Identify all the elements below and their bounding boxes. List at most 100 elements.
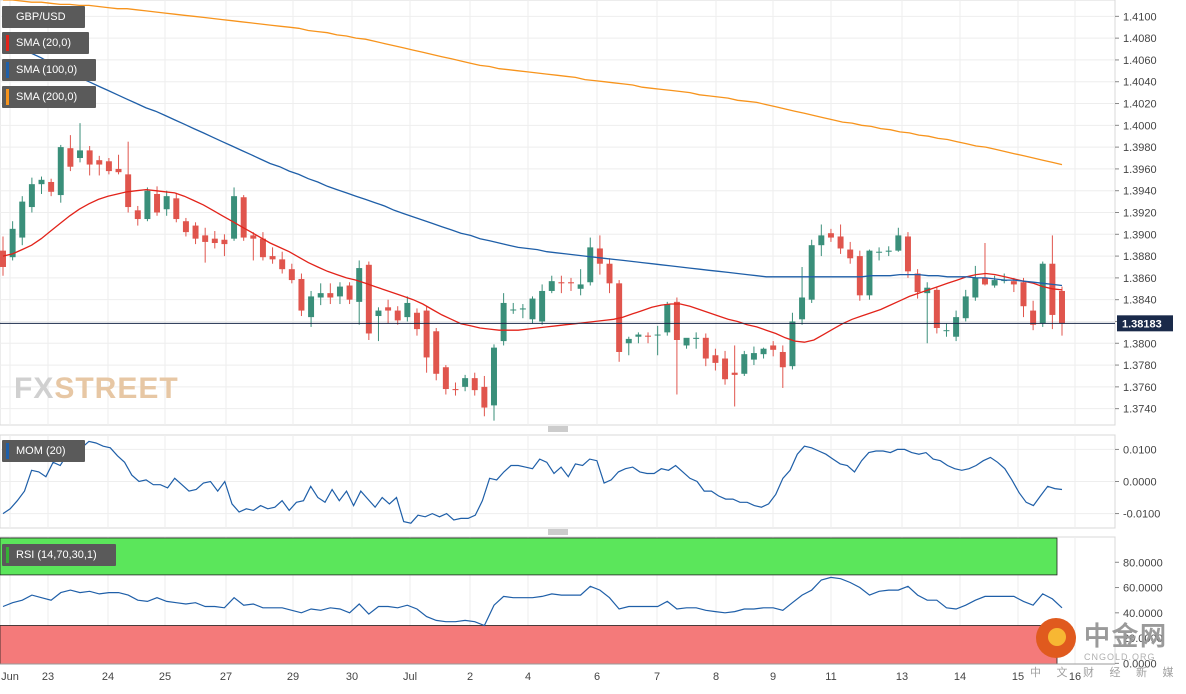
candle-bull [308,296,315,318]
panel-resize-handle-main[interactable] [548,426,568,432]
candle-bear [192,225,199,239]
legend-rsi-label: RSI (14,70,30,1) [16,549,97,561]
candle-bull [28,184,35,208]
candle-bear [596,248,603,264]
main-y-tick-label: 1.3860 [1123,273,1157,285]
candle-bull [818,235,825,246]
candle-bear [211,238,218,244]
rsi-oversold-zone [0,625,1058,665]
candle-bull [866,250,873,296]
candle-bear [847,249,854,259]
legend-sma200[interactable]: SMA (200,0) [2,86,96,108]
candle-bear [394,310,401,321]
rsi-swatch [6,547,9,563]
legend-mom[interactable]: MOM (20) [2,440,85,462]
candle-bear [385,307,392,311]
legend-sma20[interactable]: SMA (20,0) [2,32,89,54]
candle-bull [317,293,324,298]
candle-bear [933,289,940,329]
panel-resize-handle-mom[interactable] [548,529,568,535]
candle-bull [760,348,767,355]
candle-bull [808,245,815,300]
candle-bear [712,355,719,363]
candle-bull [1039,263,1046,324]
candle-bull [750,353,757,360]
candle-bull [500,302,507,342]
cngold-logo-icon [1036,618,1076,658]
candle-bear [1059,290,1065,324]
candle-bear [914,273,921,293]
pair-swatch [6,9,9,25]
candle-bull [38,179,45,185]
candle-bull [491,347,497,406]
candle-bear [722,358,729,380]
legend-sma100[interactable]: SMA (100,0) [2,59,96,81]
mom-line [2,440,1063,524]
candle-bear [48,181,55,192]
x-tick-label: 6 [594,671,600,683]
x-tick-label: 13 [896,671,908,683]
candle-bear [288,269,295,281]
main-y-tick-label: 1.3960 [1123,164,1157,176]
candle-bear [0,250,6,267]
sma20-swatch [6,35,9,51]
x-tick-label: Jun [1,671,19,683]
candle-bear [673,301,680,340]
sma200-swatch [6,89,9,105]
candle-bull [895,235,902,251]
x-tick-label: 25 [159,671,171,683]
mom-y-tick-label: 0.0100 [1123,444,1157,456]
mom-y-tick-label: -0.0100 [1123,509,1160,521]
candle-bull [19,201,26,238]
candle-bear [606,263,613,284]
candle-bull [799,297,806,320]
candle-bull [336,286,343,297]
candle-bear [770,345,777,350]
candle-bear [1030,310,1037,325]
candle-bull [548,281,555,291]
candle-bear [327,293,334,298]
main-y-tick-label: 1.4000 [1123,120,1157,132]
main-y-tick-label: 1.3920 [1123,208,1157,220]
candle-bear [558,282,565,284]
sma100-swatch [6,62,9,78]
main-y-tick-label: 1.3980 [1123,142,1157,154]
x-tick-label: 27 [220,671,232,683]
candle-bear [221,239,228,245]
x-tick-label: 16 [1069,671,1081,683]
candle-bear [125,174,132,208]
candle-bull [375,310,382,317]
candle-bear [96,160,103,165]
candle-bear [86,150,93,165]
candle-bear [645,335,652,337]
main-y-tick-label: 1.4060 [1123,55,1157,67]
candle-bear [115,168,122,173]
candle-bear [568,282,574,284]
legend-sma20-label: SMA (20,0) [16,37,72,49]
rsi-y-tick-label: 80.0000 [1123,557,1163,569]
main-y-tick-label: 1.3940 [1123,186,1157,198]
main-y-tick-label: 1.4080 [1123,33,1157,45]
legend-pair[interactable]: GBP/USD [2,6,85,28]
x-tick-label: Jul [403,671,417,683]
legend-sma100-label: SMA (100,0) [16,64,78,76]
candle-bear [1020,282,1027,307]
candle-bull [587,247,594,283]
main-y-tick-label: 1.3900 [1123,229,1157,241]
sma-line [2,188,1063,343]
rsi-y-tick-label: 20.0000 [1123,633,1163,645]
candle-bear [240,197,247,238]
candle-bear [481,386,488,408]
legend-rsi[interactable]: RSI (14,70,30,1) [2,544,116,566]
candle-bear [827,233,834,238]
candle-bear [413,312,420,330]
candle-bull [510,309,517,311]
main-y-tick-label: 1.3780 [1123,360,1157,372]
candle-bear [442,367,449,390]
candle-bear [250,235,257,239]
candle-bull [953,317,960,337]
sma-line [2,36,1063,287]
candle-bull [683,337,690,346]
candle-bull [654,334,661,336]
